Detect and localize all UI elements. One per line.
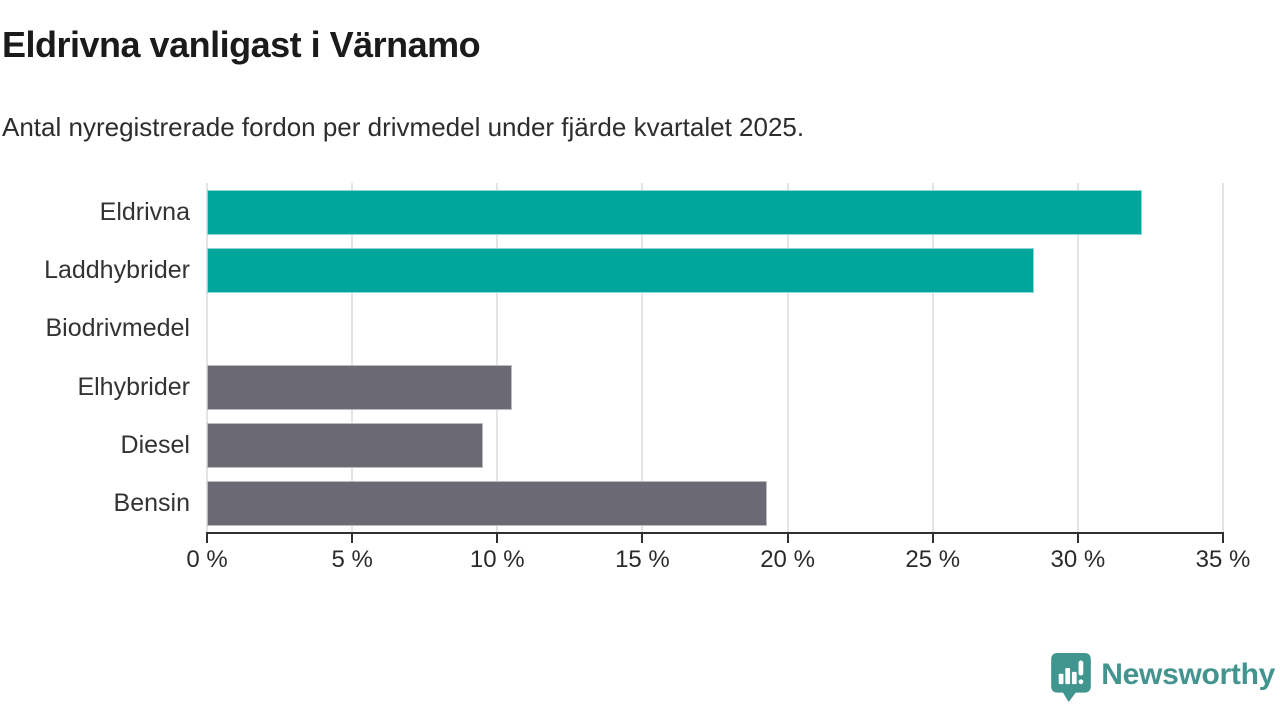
gridline: [496, 183, 499, 533]
bar-row: Bensin: [114, 475, 1223, 533]
x-axis-tick: [1076, 532, 1079, 543]
x-axis-tick-label: 20 %: [760, 546, 815, 573]
x-axis-tick-label: 10 %: [469, 546, 525, 573]
x-axis-tick: [786, 532, 789, 543]
logo-bar-chart-icon: [1059, 673, 1064, 685]
bar: [207, 481, 768, 527]
x-axis-tick: [641, 532, 644, 543]
x-axis-line: [206, 532, 1224, 534]
x-axis-tick: [931, 532, 934, 543]
gridline: [1076, 183, 1079, 533]
x-axis-tick-label: 25 %: [905, 546, 961, 573]
newsworthy-logo-icon: [1051, 652, 1092, 703]
newsworthy-logo: Newsworthy: [1050, 652, 1275, 703]
gridline: [641, 183, 644, 533]
gridline: [786, 183, 789, 533]
category-label: Eldrivna: [99, 197, 190, 226]
page-title: Eldrivna vanligast i Värnamo: [2, 24, 481, 65]
x-axis-tick: [1222, 532, 1224, 543]
x-axis-tick: [351, 532, 354, 543]
x-axis-tick-label: 0 %: [186, 546, 228, 573]
bar-row: Biodrivmedel: [45, 300, 1223, 358]
gridline: [1222, 183, 1224, 533]
bar: [207, 364, 512, 410]
newsworthy-wordmark: Newsworthy: [1101, 657, 1275, 691]
category-label: Biodrivmedel: [45, 314, 190, 343]
chart-subtitle: Antal nyregistrerade fordon per drivmede…: [2, 112, 805, 142]
gridline: [206, 183, 208, 533]
bar: [207, 423, 483, 469]
category-label: Diesel: [120, 430, 190, 459]
x-axis-tick-label: 5 %: [331, 546, 373, 573]
x-axis-tick: [206, 532, 208, 543]
bar: [207, 189, 1142, 235]
gridline: [351, 183, 354, 533]
gridline: [931, 183, 934, 533]
x-axis-tick-label: 35 %: [1195, 546, 1251, 573]
x-axis-tick: [496, 532, 499, 543]
plot-area: Eldrivna Laddhybrider Biodrivmedel Elhybrid…: [44, 183, 1224, 533]
category-label: Laddhybrider: [44, 255, 190, 284]
category-label: Elhybrider: [77, 372, 190, 401]
bar: [207, 248, 1035, 294]
logo-exclamation-icon: [1078, 660, 1084, 676]
x-axis-tick-label: 30 %: [1050, 546, 1106, 573]
bar-row: Diesel: [121, 416, 1223, 474]
category-label: Bensin: [113, 489, 190, 518]
bar-row: Eldrivna: [100, 183, 1223, 241]
bar-row: Laddhybrider: [44, 241, 1223, 299]
x-axis-tick-label: 15 %: [615, 546, 670, 573]
bar-row: Elhybrider: [77, 358, 1223, 416]
